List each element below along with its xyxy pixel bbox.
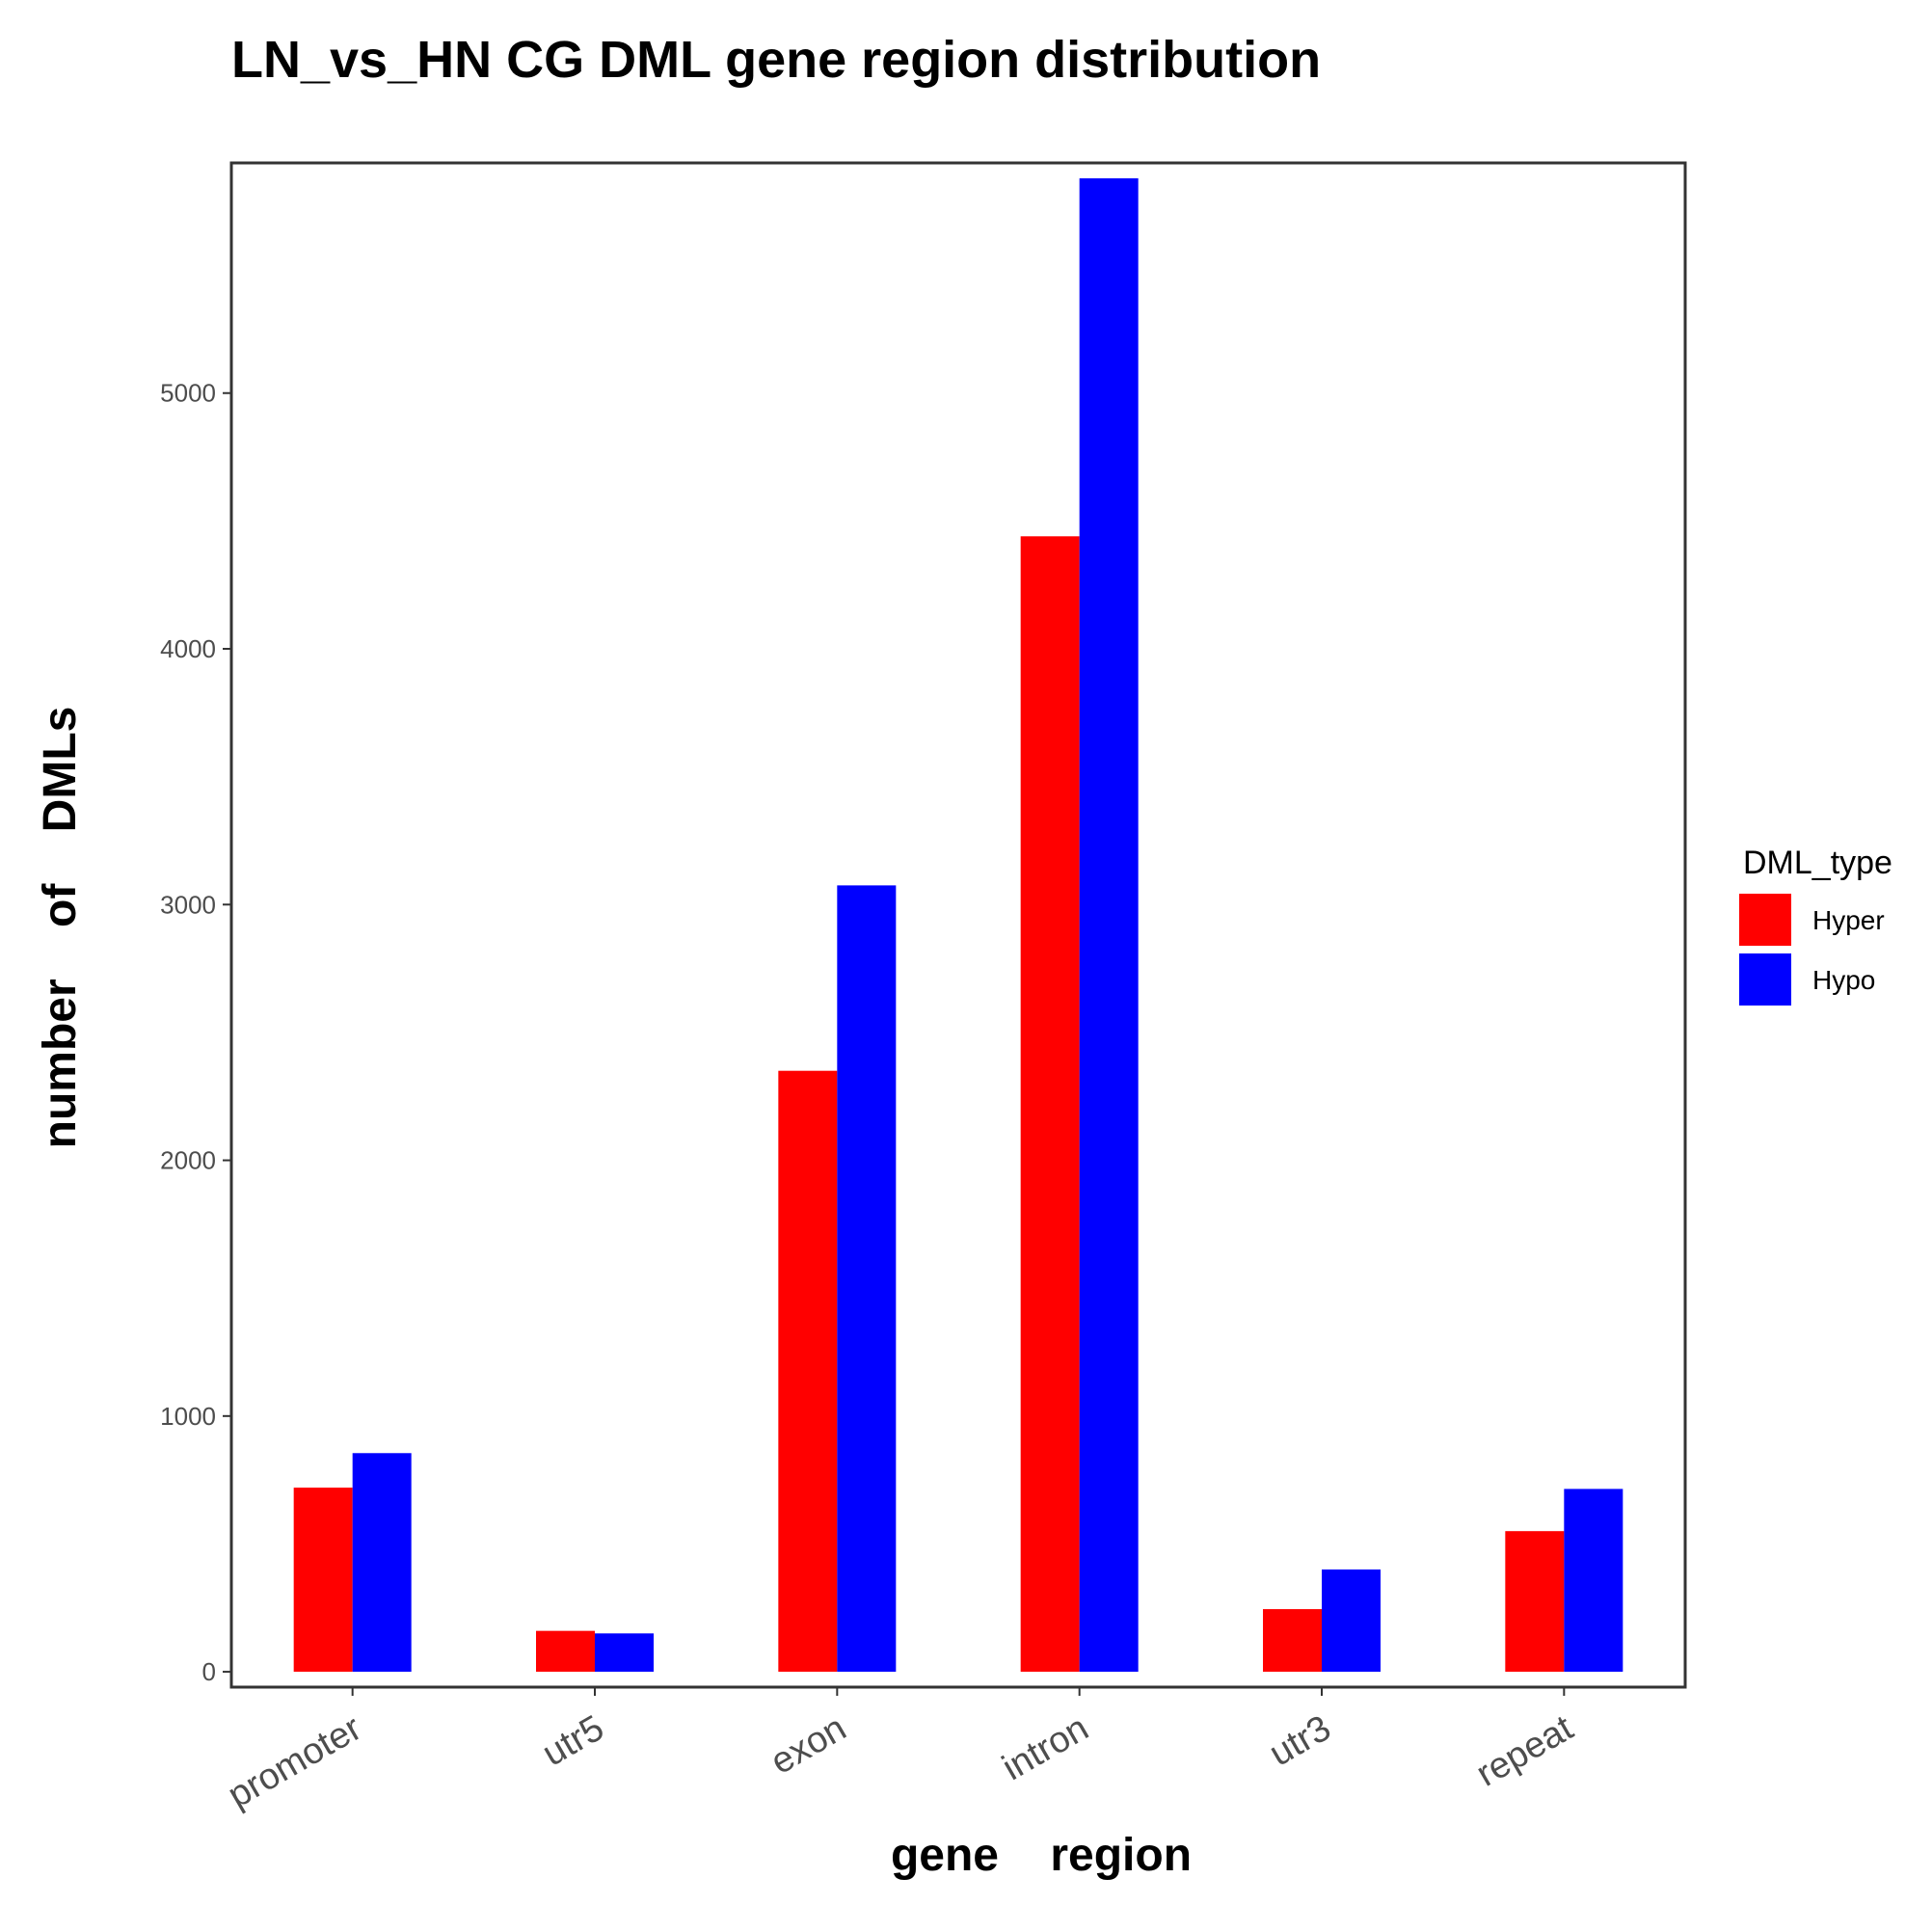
- x-tick-label-exon: exon: [764, 1707, 852, 1783]
- chart-title: LN_vs_HN CG DML gene region distribution: [231, 31, 1321, 89]
- legend-label-hyper: Hyper: [1812, 905, 1885, 935]
- x-tick-label-utr5: utr5: [536, 1707, 611, 1774]
- bar-hypo-promoter: [352, 1453, 412, 1673]
- y-tick-label: 1000: [160, 1402, 216, 1431]
- bar-hyper-utr5: [536, 1630, 595, 1673]
- legend: DML_type Hyper Hypo: [1737, 845, 1892, 1007]
- legend-key-hyper: [1737, 892, 1793, 948]
- x-tick-label-intron: intron: [996, 1707, 1095, 1788]
- plot-frame: [229, 161, 1687, 1689]
- bar-hyper-intron: [1020, 536, 1080, 1673]
- x-tick-label-utr3: utr3: [1263, 1707, 1338, 1774]
- x-tick-label-repeat: repeat: [1470, 1707, 1581, 1794]
- bar-hypo-utr3: [1322, 1569, 1381, 1673]
- x-tick-label-promoter: promoter: [221, 1707, 368, 1816]
- bar-hyper-promoter: [293, 1488, 353, 1673]
- legend-key-hypo: [1737, 952, 1793, 1007]
- y-tick-label: 4000: [160, 634, 216, 663]
- y-axis: 0 1000 2000 3000 4000 5000: [160, 379, 231, 1686]
- y-tick-label: 0: [202, 1657, 216, 1686]
- y-axis-title: number of DMLs: [35, 707, 86, 1149]
- y-tick-label: 5000: [160, 379, 216, 408]
- x-axis-title: gene region: [891, 1830, 1192, 1881]
- legend-title: DML_type: [1743, 845, 1892, 881]
- bar-hypo-repeat: [1564, 1489, 1623, 1673]
- bars-layer: [293, 177, 1623, 1673]
- bar-hypo-utr5: [595, 1633, 654, 1673]
- legend-label-hypo: Hypo: [1812, 965, 1875, 995]
- y-tick-label: 3000: [160, 890, 216, 919]
- y-tick-label: 2000: [160, 1146, 216, 1175]
- bar-hypo-intron: [1079, 177, 1139, 1673]
- bar-hypo-exon: [837, 885, 897, 1673]
- bar-hyper-exon: [778, 1070, 838, 1673]
- x-axis: promoter utr5 exon intron utr3 repeat: [221, 1687, 1580, 1816]
- bar-hyper-utr3: [1263, 1609, 1322, 1673]
- bar-hyper-repeat: [1505, 1531, 1565, 1673]
